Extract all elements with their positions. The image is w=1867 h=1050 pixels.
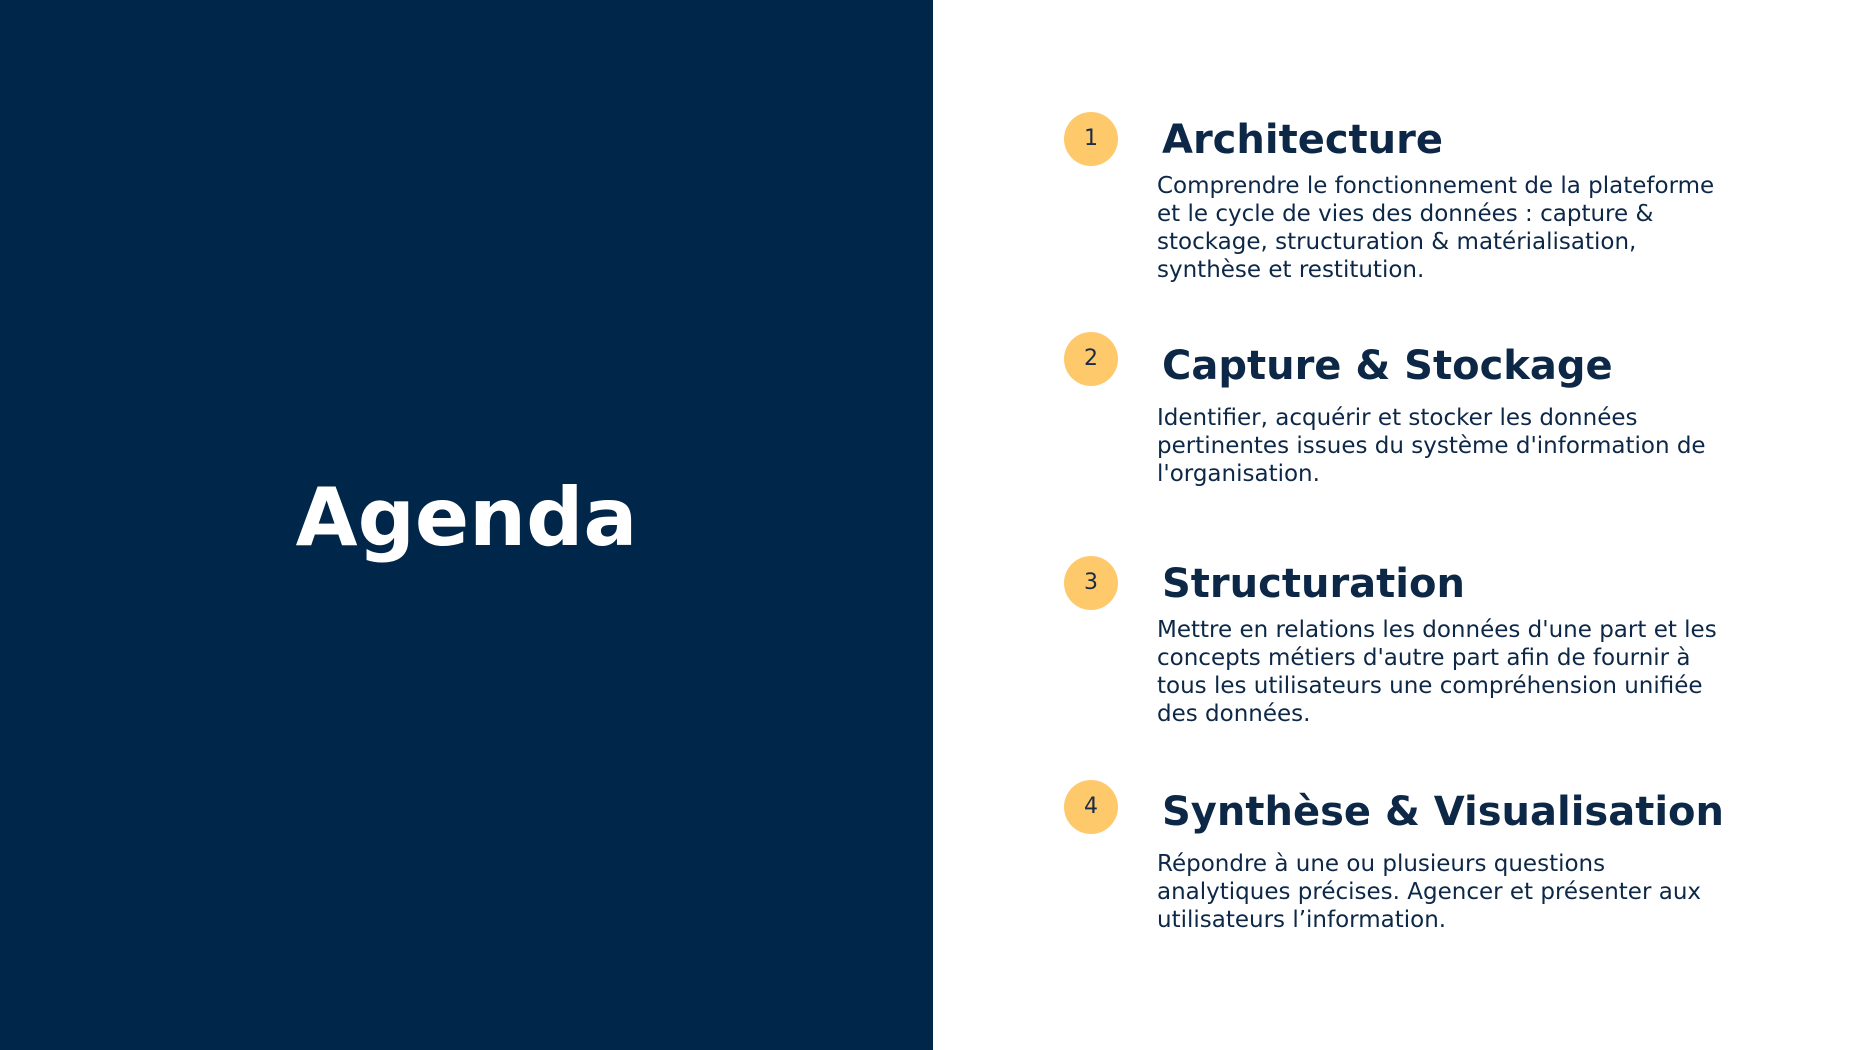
title-panel: Agenda — [0, 0, 933, 1050]
item-number-badge: 1 — [1064, 112, 1118, 166]
item-number-badge: 2 — [1064, 332, 1118, 386]
item-description: Répondre à une ou plusieurs questions an… — [1157, 851, 1702, 933]
item-title: Architecture — [1162, 117, 1443, 163]
item-description: Identifier, acquérir et stocker les donn… — [1157, 405, 1706, 487]
item-description: Comprendre le fonctionnement de la plate… — [1157, 173, 1715, 283]
item-title: Capture & Stockage — [1162, 343, 1613, 389]
item-number-badge: 3 — [1064, 556, 1118, 610]
item-number-badge: 4 — [1064, 780, 1118, 834]
item-description: Mettre en relations les données d'une pa… — [1157, 617, 1717, 727]
slide-title: Agenda — [295, 471, 638, 564]
item-title: Structuration — [1162, 561, 1465, 607]
item-title: Synthèse & Visualisation — [1162, 789, 1725, 835]
